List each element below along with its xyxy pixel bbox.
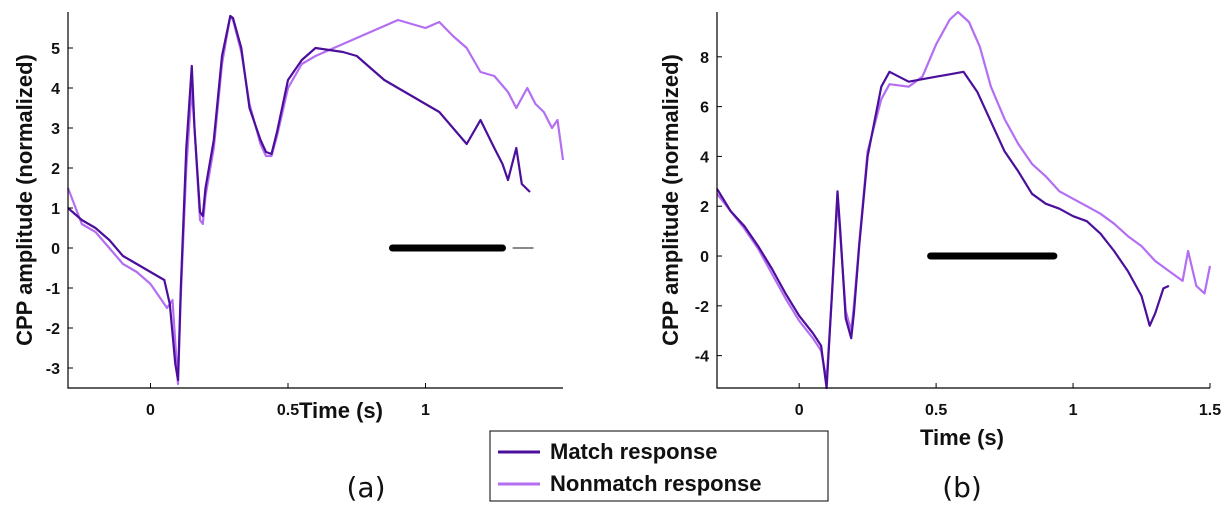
panel-a-y-tick-label: -1 xyxy=(46,281,60,298)
panel-a-y-axis-label: CPP amplitude (normalized) xyxy=(12,54,37,346)
legend-box xyxy=(489,430,829,502)
panel-b-x-tick-label: 0.5 xyxy=(925,402,947,419)
panel-b-y-tick-label: 6 xyxy=(700,100,709,117)
panel-b-label: (b) xyxy=(942,471,982,504)
panel-a-x-tick-label: 0.5 xyxy=(277,402,299,419)
panel-a-x-tick-label: 0 xyxy=(146,402,155,419)
panel-a-x-axis-label: Time (s) xyxy=(299,398,383,423)
panel-a-axis-lines xyxy=(67,12,563,389)
panel-b-y-tick-label: 0 xyxy=(700,249,709,266)
panel-a-y-tick-label: 0 xyxy=(51,241,60,258)
panel-a-label: (a) xyxy=(346,471,385,504)
legend-nonmatch-label: Nonmatch response xyxy=(550,471,762,496)
panel-b-axis-lines xyxy=(716,12,1210,389)
panel-a-y-tick-label: 1 xyxy=(51,201,60,218)
panel-a-y-tick-label: 2 xyxy=(51,161,60,178)
panel-b-nonmatch-series-line xyxy=(716,10,1212,382)
panel-a-match-series-line xyxy=(67,14,531,382)
panel-b-chart: -4 -2 0 2 4 6 8 0 0.5 1 1.5 Time (s) CPP amplitude… xyxy=(658,10,1221,504)
panel-b-plot-area xyxy=(716,10,1212,390)
panel-b-x-tick-label: 0 xyxy=(795,402,804,419)
panel-a-y-tick-label: -2 xyxy=(46,321,60,338)
panel-a-axes: -3 -2 -1 0 1 2 3 4 5 0 0.5 1 xyxy=(46,12,563,419)
panel-b-y-tick-label: -2 xyxy=(695,299,709,316)
panel-a-x-tick-label: 1 xyxy=(421,402,430,419)
panel-a-y-tick-label: 5 xyxy=(51,41,60,58)
panel-b-match-series-line xyxy=(716,70,1170,390)
panel-b-y-tick-label: -4 xyxy=(695,349,709,366)
panel-a-chart: -3 -2 -1 0 1 2 3 4 5 0 0.5 1 Time (s) CPP amplitude… xyxy=(12,12,565,504)
legend: Match response Nonmatch response xyxy=(489,430,829,502)
panel-a-y-tick-label: -3 xyxy=(46,361,60,378)
panel-a-plot-area xyxy=(66,14,565,386)
panel-a-y-tick-label: 4 xyxy=(51,81,60,98)
panel-a-y-tick-label: 3 xyxy=(51,121,60,138)
panel-b-axes: -4 -2 0 2 4 6 8 0 0.5 1 1.5 xyxy=(695,12,1221,419)
panel-a-nonmatch-series-line xyxy=(66,14,565,386)
panel-b-x-tick-label: 1 xyxy=(1069,402,1078,419)
panel-b-x-tick-label: 1.5 xyxy=(1199,402,1221,419)
legend-match-label: Match response xyxy=(550,439,718,464)
panel-b-y-tick-label: 8 xyxy=(700,50,709,67)
panel-b-y-tick-label: 2 xyxy=(700,199,709,216)
panel-b-y-tick-label: 4 xyxy=(700,149,709,166)
panel-b-y-axis-label: CPP amplitude (normalized) xyxy=(658,54,683,346)
panel-b-x-axis-label: Time (s) xyxy=(920,425,1004,450)
